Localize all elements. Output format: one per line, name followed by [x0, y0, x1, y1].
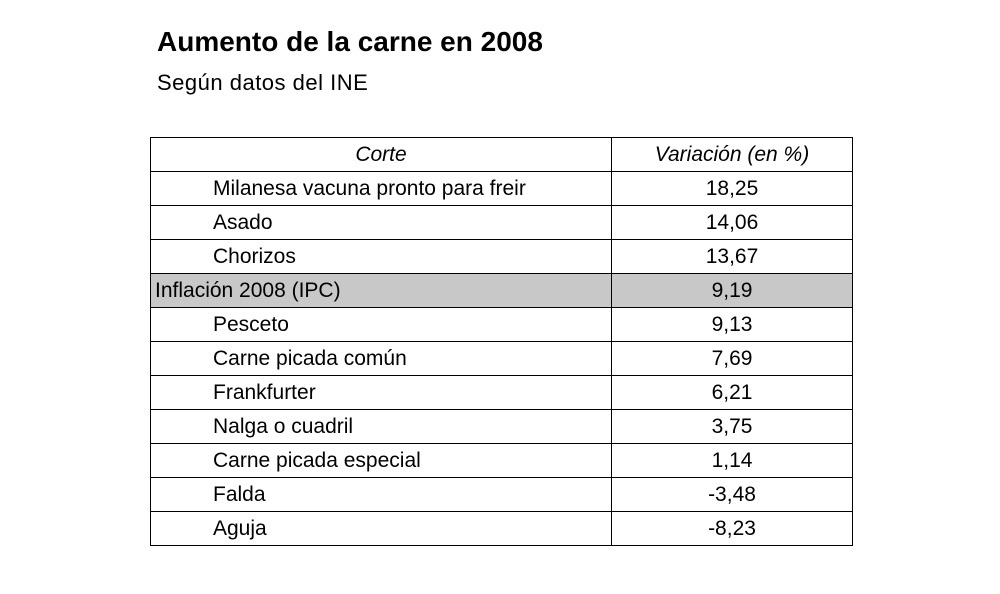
table-row: Carne picada común 7,69 [150, 341, 853, 376]
table-row: Nalga o cuadril 3,75 [150, 409, 853, 444]
variation-value: 18,25 [611, 171, 853, 206]
table-row: Pesceto 9,13 [150, 307, 853, 342]
cut-name: Carne picada especial [150, 443, 612, 478]
column-header: Corte [150, 137, 612, 172]
table-row: Falda -3,48 [150, 477, 853, 512]
variation-value: -8,23 [611, 511, 853, 546]
cut-name: Chorizos [150, 239, 612, 274]
cut-name: Aguja [150, 511, 612, 546]
variation-value: 9,13 [611, 307, 853, 342]
cut-name: Milanesa vacuna pronto para freir [150, 171, 612, 206]
variation-value: -3,48 [611, 477, 853, 512]
title: Aumento de la carne en 2008 [157, 26, 543, 57]
cut-name: Carne picada común [150, 341, 612, 376]
table-body: Milanesa vacuna pronto para freir 18,25 As… [150, 171, 853, 546]
table-row: Frankfurter 6,21 [150, 375, 853, 410]
variation-value: 1,14 [611, 443, 853, 478]
table-row: Milanesa vacuna pronto para freir 18,25 [150, 171, 853, 206]
variation-value: 14,06 [611, 205, 853, 240]
variation-value: 9,19 [611, 273, 853, 308]
table-row: Asado 14,06 [150, 205, 853, 240]
variation-value: 3,75 [611, 409, 853, 444]
variation-value: 13,67 [611, 239, 853, 274]
cut-name: Nalga o cuadril [150, 409, 612, 444]
variation-value: 6,21 [611, 375, 853, 410]
cut-name: Pesceto [150, 307, 612, 342]
cut-name: Asado [150, 205, 612, 240]
subtitle: Según datos del INE [157, 70, 369, 95]
table-row: Carne picada especial 1,14 [150, 443, 853, 478]
table-row: Aguja -8,23 [150, 511, 853, 546]
data-table: Corte Variación (en %) Milanesa vacuna p… [150, 137, 853, 546]
table-row: Chorizos 13,67 [150, 239, 853, 274]
column-header: Variación (en %) [611, 137, 853, 172]
cut-name: Frankfurter [150, 375, 612, 410]
cut-name: Inflación 2008 (IPC) [150, 273, 612, 308]
table-row: Inflación 2008 (IPC) 9,19 [150, 273, 853, 308]
cut-name: Falda [150, 477, 612, 512]
variation-value: 7,69 [611, 341, 853, 376]
header-row: Corte Variación (en %) [150, 137, 853, 172]
